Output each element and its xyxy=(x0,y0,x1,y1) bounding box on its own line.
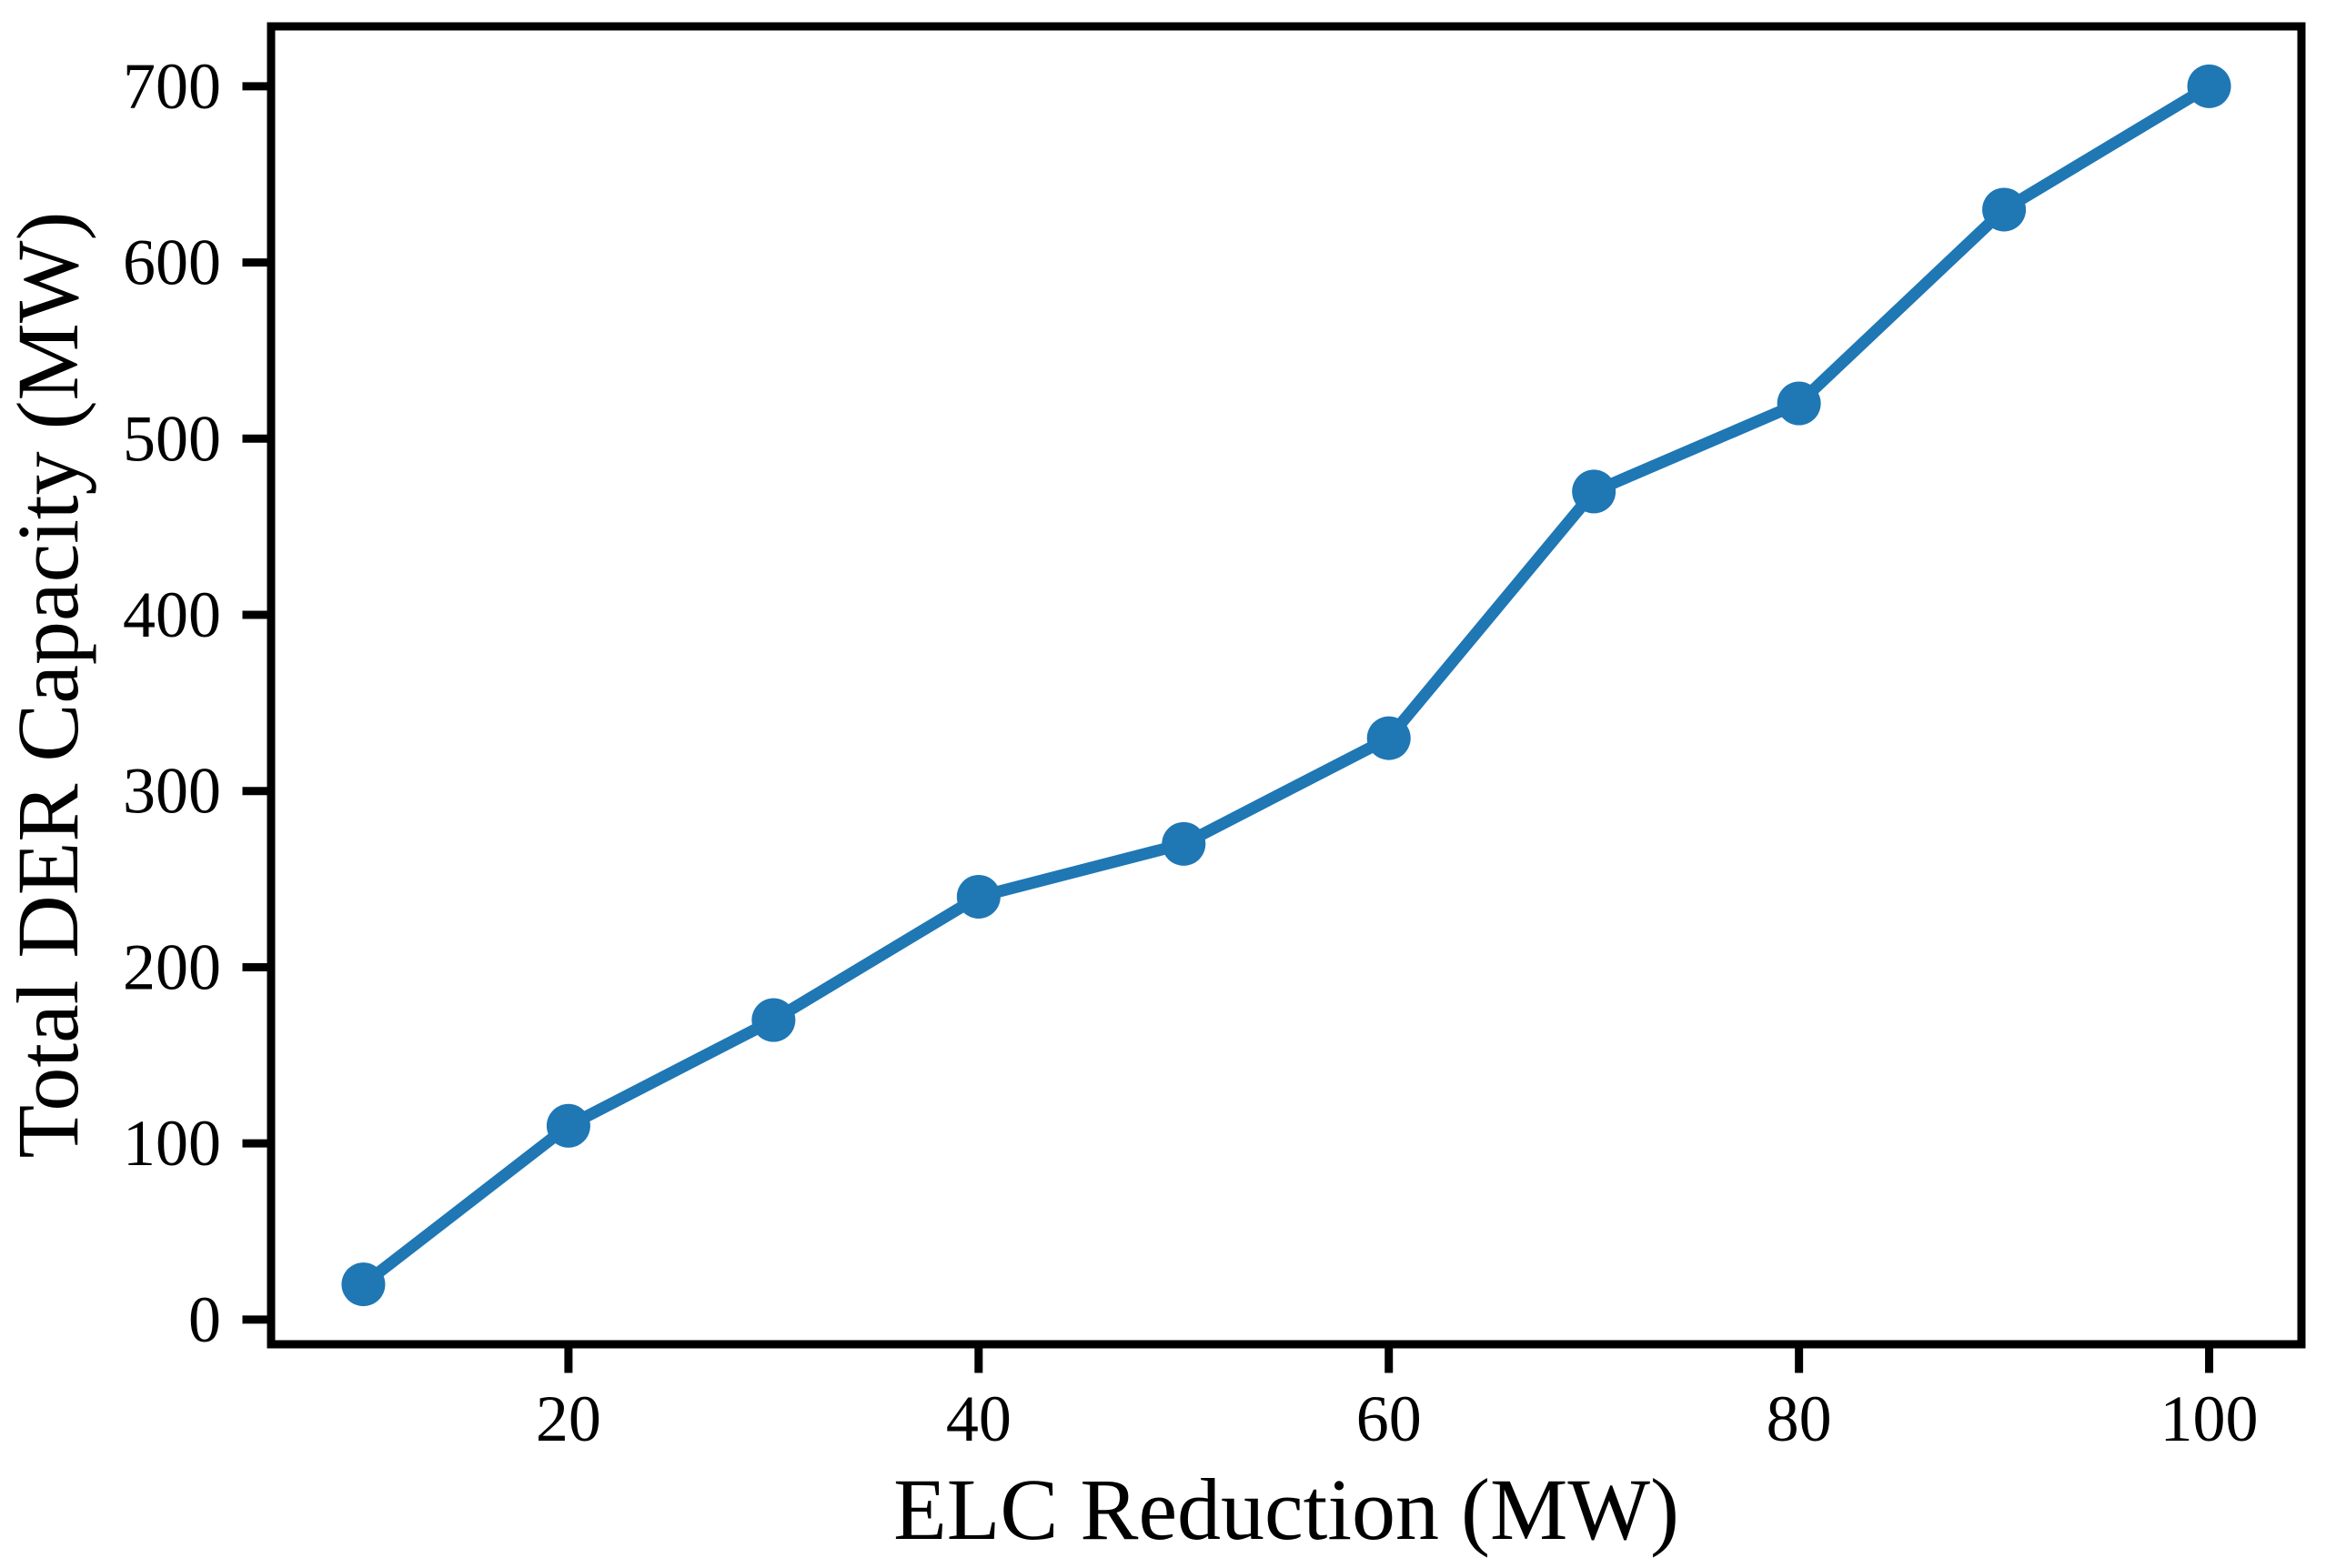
data-point xyxy=(1777,381,1821,426)
data-line xyxy=(359,81,2212,1290)
y-axis-label: Total DER Capacity (MW) xyxy=(0,212,96,1159)
y-tick-label: 0 xyxy=(188,1283,221,1356)
data-point xyxy=(2187,64,2231,108)
y-tick-label: 200 xyxy=(123,930,221,1003)
data-point xyxy=(1572,469,1616,514)
y-tick-label: 400 xyxy=(123,578,221,651)
data-point xyxy=(1162,821,1206,866)
x-tick-label: 40 xyxy=(946,1382,1012,1455)
data-point xyxy=(751,998,796,1042)
data-point xyxy=(956,874,1001,919)
y-tick-label: 300 xyxy=(123,755,221,828)
x-axis-label: ELC Reduction (MW) xyxy=(893,1461,1679,1558)
axes-frame xyxy=(267,22,2306,1349)
data-point xyxy=(546,1103,590,1148)
x-tick-label: 80 xyxy=(1767,1382,1832,1455)
y-tick-label: 500 xyxy=(123,402,221,475)
data-point xyxy=(1366,716,1411,760)
plot-area: 20 40 60 80 100 0 100 200 300 400 500 600 700 xyxy=(123,22,2306,1455)
y-tick-label: 700 xyxy=(123,50,221,123)
y-tick-label: 100 xyxy=(123,1107,221,1180)
data-point xyxy=(1982,187,2027,232)
x-tick-label: 100 xyxy=(2160,1382,2259,1455)
data-point xyxy=(341,1262,386,1307)
y-tick-label: 600 xyxy=(123,226,221,299)
x-tick-label: 60 xyxy=(1356,1382,1422,1455)
x-tick-label: 20 xyxy=(536,1382,601,1455)
